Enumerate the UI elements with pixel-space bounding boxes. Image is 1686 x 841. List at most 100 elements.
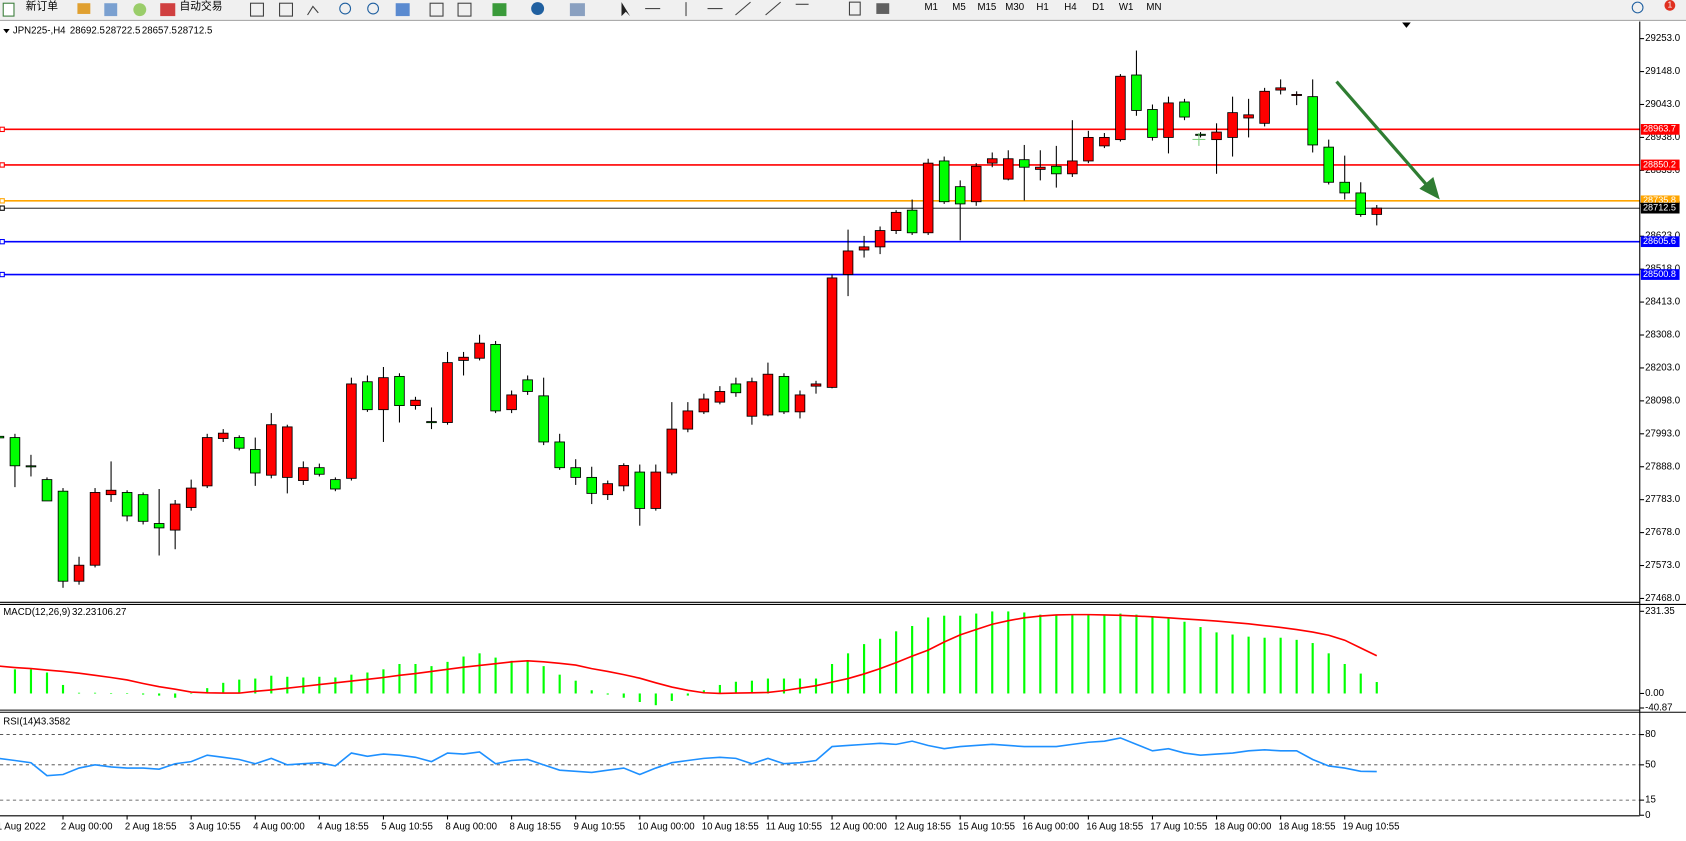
y-tick-label: 28938.0: [1645, 132, 1680, 143]
icon[interactable]: [77, 3, 91, 14]
candle-body: [746, 381, 758, 417]
candle-body: [1019, 159, 1030, 168]
channel-icon[interactable]: [765, 1, 781, 16]
candle-body: [73, 564, 85, 582]
candle-body: [810, 383, 822, 387]
histogram-bar: [670, 693, 673, 701]
candle-body: [169, 503, 181, 531]
y-tick-label: 27888.0: [1645, 461, 1680, 472]
zoom-out-icon[interactable]: [367, 2, 380, 15]
candle-body: [266, 424, 277, 476]
x-tick-label: 9 Aug 10:55: [574, 822, 626, 833]
x-tick-label: 19 Aug 10:55: [1343, 822, 1400, 833]
candle-body: [346, 383, 357, 479]
histogram-bar: [879, 638, 882, 694]
new-order-icon[interactable]: [2, 2, 15, 17]
icon[interactable]: [104, 3, 118, 17]
bar-chart-icon[interactable]: [249, 2, 264, 17]
notification-badge[interactable]: [1664, 0, 1676, 11]
candle-body: [105, 489, 117, 496]
shift-icon[interactable]: [457, 2, 472, 17]
scroll-icon[interactable]: [429, 2, 444, 17]
timeframe-button[interactable]: D1: [1092, 2, 1104, 13]
auto-trading-button[interactable]: 自动交易: [180, 0, 223, 12]
x-tick-label: 8 Aug 00:00: [445, 822, 497, 833]
tile-icon[interactable]: [395, 3, 410, 17]
search-icon[interactable]: [1631, 1, 1644, 14]
histogram-bar: [414, 663, 417, 694]
histogram-bar: [1199, 627, 1202, 694]
toolbar: [0, 0, 1686, 21]
candle-chart-icon[interactable]: [279, 2, 294, 17]
candle-body: [25, 465, 37, 468]
histogram-bar: [638, 693, 641, 702]
timeframe-button[interactable]: M1: [924, 2, 937, 13]
price-level-tag: [1640, 236, 1680, 248]
timeframe-button[interactable]: M30: [1005, 2, 1024, 13]
histogram-bar: [430, 666, 433, 694]
cursor-icon[interactable]: [621, 2, 631, 17]
histogram-bar: [574, 680, 577, 694]
auto-trading-icon[interactable]: [160, 3, 176, 17]
histogram-bar: [29, 669, 33, 694]
histogram-bar: [590, 690, 593, 694]
periods-icon[interactable]: [531, 2, 545, 16]
histogram-bar: [286, 676, 289, 694]
zoom-in-icon[interactable]: [339, 2, 352, 15]
y-tick-label: 0: [1645, 810, 1650, 821]
histogram-bar: [1215, 632, 1218, 694]
histogram-bar: [142, 693, 145, 695]
x-tick-label: 16 Aug 00:00: [1022, 822, 1079, 833]
trendline-icon[interactable]: [735, 1, 751, 16]
histogram-bar: [382, 669, 385, 694]
timeframe-button[interactable]: MN: [1146, 2, 1161, 13]
histogram-bar: [1167, 618, 1170, 694]
candle-body: [650, 471, 662, 509]
candle-body: [1371, 207, 1383, 215]
histogram-bar: [93, 692, 97, 694]
histogram-bar: [222, 682, 225, 694]
new-order-button[interactable]: 新订单: [26, 0, 58, 12]
icon[interactable]: [133, 3, 147, 17]
candle-body: [778, 375, 790, 413]
candle-body: [1355, 192, 1367, 216]
templates-icon[interactable]: [569, 3, 585, 17]
histogram-bar: [654, 693, 657, 706]
candle-body: [666, 428, 678, 474]
last-open: 28692.5: [70, 26, 105, 37]
indicators-icon[interactable]: [492, 3, 507, 17]
histogram-bar: [1151, 616, 1154, 694]
timeframe-button[interactable]: H4: [1064, 2, 1077, 13]
timeframe-button[interactable]: W1: [1119, 2, 1134, 13]
candle-body: [121, 492, 133, 517]
price-level-label: 28500.8: [1643, 269, 1676, 279]
timeframe-button[interactable]: H1: [1036, 2, 1048, 13]
histogram-bar: [1231, 634, 1234, 694]
histogram-bar: [606, 693, 609, 695]
candle-body: [233, 437, 245, 449]
candle-body: [1339, 181, 1350, 194]
timeframe-button[interactable]: M15: [977, 2, 996, 13]
candle-body: [970, 165, 982, 203]
candle-body: [249, 449, 261, 474]
histogram-bar: [1343, 663, 1346, 694]
candle-body: [1147, 109, 1158, 138]
y-tick-label: 29043.0: [1645, 99, 1680, 110]
timeframe-button[interactable]: M5: [952, 2, 965, 13]
price-level-handle: [0, 162, 5, 168]
x-tick-label: 12 Aug 00:00: [830, 822, 887, 833]
histogram-bar: [750, 680, 754, 694]
arrows-icon[interactable]: [876, 3, 890, 14]
price-level-label: 28605.6: [1643, 236, 1676, 246]
label-icon[interactable]: [848, 1, 861, 16]
candle-body: [1002, 158, 1014, 180]
y-tick-label: 28098.0: [1645, 395, 1680, 406]
candle-body: [426, 421, 437, 424]
histogram-bar: [77, 692, 81, 694]
candle-body: [1323, 146, 1334, 183]
line-chart-icon[interactable]: [307, 5, 319, 16]
candle-body: [201, 437, 213, 487]
histogram-bar: [478, 653, 481, 694]
histogram-bar: [1103, 614, 1106, 694]
